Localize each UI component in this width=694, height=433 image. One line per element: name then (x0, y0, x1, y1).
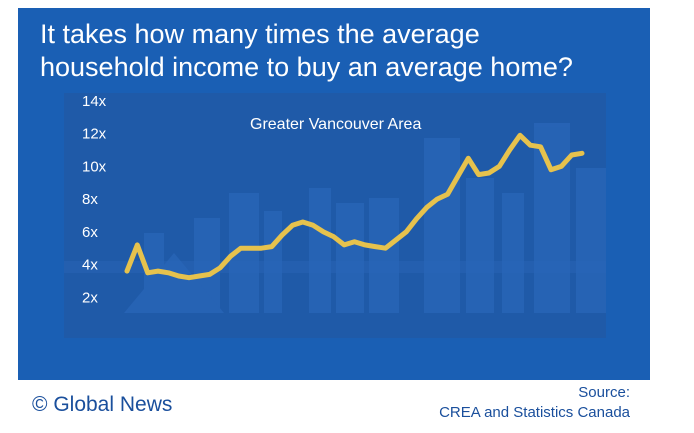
chart-title-line-1: It takes how many times the average (40, 19, 480, 49)
chart-title: It takes how many times the average hous… (40, 18, 650, 84)
y-tick-label: 14x (82, 93, 107, 110)
chart-annotation-label: Greater Vancouver Area (250, 116, 421, 133)
source-label: Source: (578, 384, 630, 401)
y-tick-label: 4x (82, 257, 98, 274)
chart-title-line-2: household income to buy an average home? (40, 52, 573, 82)
brand-logo: © Global News (32, 393, 172, 417)
city-skyline-background (64, 123, 606, 313)
series-line (124, 132, 585, 281)
source-text: CREA and Statistics Canada (439, 404, 630, 421)
y-tick-label: 8x (82, 191, 98, 208)
y-tick-label: 10x (82, 158, 107, 175)
y-axis: 2x 4x 6x 8x 10x 12x 14x (82, 93, 107, 306)
copyright-icon: © (32, 393, 48, 416)
y-tick-label: 6x (82, 224, 98, 241)
y-tick-label: 12x (82, 126, 107, 143)
y-tick-label: 2x (82, 289, 98, 306)
brand-name: Global News (53, 393, 173, 416)
source-note: Source: CREA and Statistics Canada (439, 383, 630, 423)
